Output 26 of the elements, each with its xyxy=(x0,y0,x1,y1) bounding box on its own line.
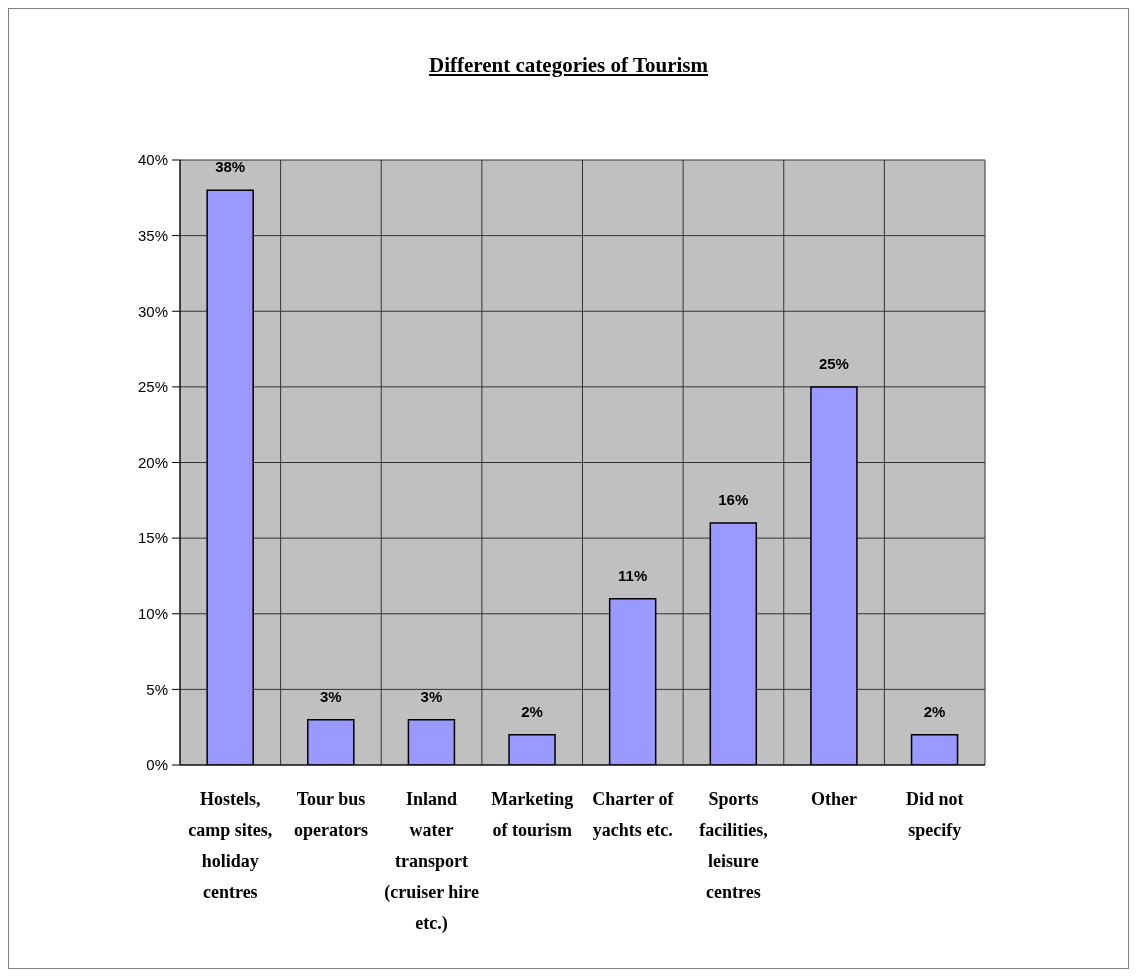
data-label: 25% xyxy=(818,354,849,372)
data-label: 3% xyxy=(319,687,342,705)
data-label: 3% xyxy=(420,687,443,705)
y-tick-label: 25% xyxy=(137,378,168,396)
x-tick-label: Hostels, camp sites, holiday centres xyxy=(188,789,273,903)
y-tick-label: 5% xyxy=(146,680,168,698)
x-tick-label: Tour bus operators xyxy=(293,789,368,841)
y-tick-label: 20% xyxy=(137,453,168,471)
x-tick-label: Inland water transport (cruiser hire etc.) xyxy=(384,789,479,935)
y-tick-label: 0% xyxy=(146,756,168,774)
y-tick-label: 40% xyxy=(137,151,168,169)
data-label: 2% xyxy=(923,702,946,720)
data-label: 16% xyxy=(718,491,749,508)
y-tick-label: 10% xyxy=(137,605,168,622)
y-tick-label: 35% xyxy=(137,226,168,244)
chart-title: Different categories of Tourism xyxy=(429,53,708,77)
x-tick-label: Other xyxy=(811,789,858,810)
x-tick-label: Sports facilities, leisure centres xyxy=(699,789,768,903)
data-label: 38% xyxy=(215,158,246,176)
x-tick-label: Charter of yachts etc. xyxy=(592,789,675,841)
y-tick-label: 30% xyxy=(137,302,168,320)
x-tick-label: Did not specify xyxy=(905,789,964,841)
data-label: 2% xyxy=(521,702,543,720)
x-tick-label: Marketing of tourism xyxy=(491,789,574,841)
y-tick-label: 15% xyxy=(137,529,168,547)
data-label: 11% xyxy=(618,566,648,584)
